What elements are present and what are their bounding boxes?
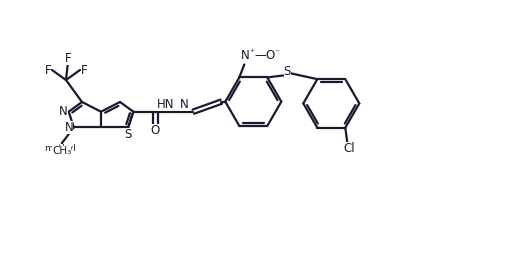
- Text: Cl: Cl: [344, 142, 355, 155]
- Text: O: O: [151, 124, 160, 137]
- Text: O: O: [266, 49, 275, 62]
- Text: S: S: [283, 65, 291, 78]
- Text: CH₃: CH₃: [52, 146, 71, 156]
- Text: ⁻: ⁻: [274, 48, 279, 57]
- Text: N: N: [180, 98, 189, 111]
- Text: N: N: [241, 49, 250, 62]
- Text: S: S: [125, 128, 132, 141]
- Text: F: F: [64, 52, 71, 64]
- Text: N: N: [59, 105, 68, 118]
- Text: ⁺: ⁺: [249, 48, 254, 57]
- Text: HN: HN: [157, 98, 174, 111]
- Text: N: N: [64, 121, 73, 134]
- Text: methyl: methyl: [44, 144, 75, 153]
- Text: F: F: [81, 63, 88, 76]
- Text: F: F: [45, 63, 51, 76]
- Text: —: —: [255, 49, 266, 62]
